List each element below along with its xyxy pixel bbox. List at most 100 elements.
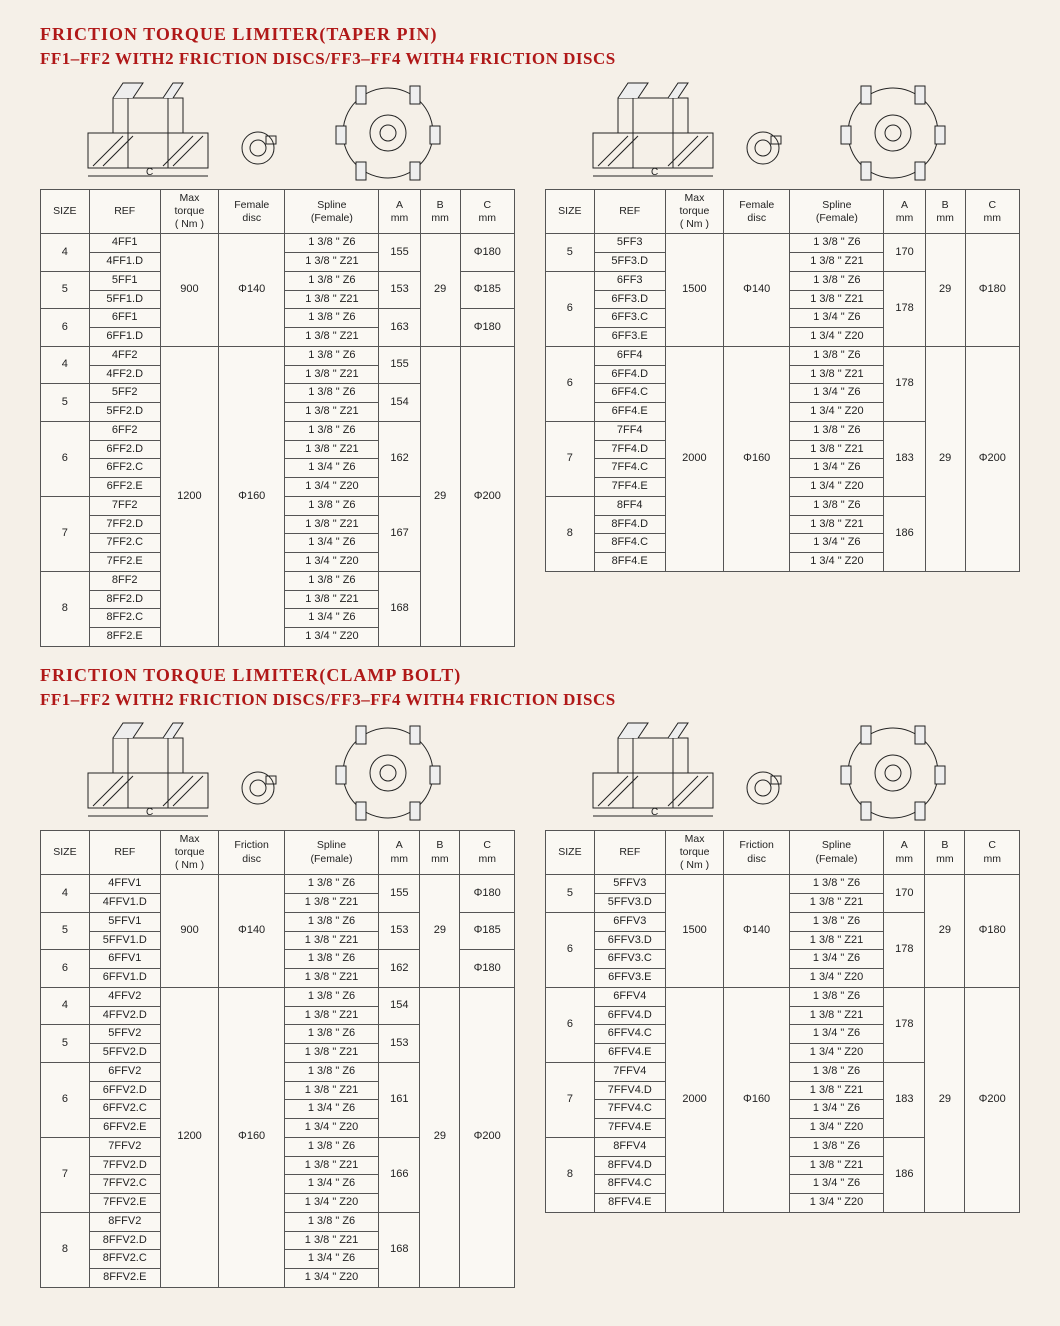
cell-size: 7: [546, 1062, 595, 1137]
col-header: Female disc: [219, 190, 285, 234]
cell-a: 162: [379, 950, 420, 988]
cell-c: Φ180: [460, 875, 515, 913]
section-1-title: FRICTION TORQUE LIMITER(TAPER PIN): [40, 24, 1020, 45]
cell-spline: 1 3/4 " Z20: [285, 628, 379, 647]
cell-ref: 8FFV4.D: [594, 1156, 665, 1175]
svg-text:C: C: [651, 807, 658, 818]
cell-spline: 1 3/8 " Z6: [284, 1062, 378, 1081]
cell-size: 6: [546, 987, 595, 1062]
cell-a: 163: [379, 309, 420, 347]
cell-ref: 5FF3: [594, 234, 665, 253]
cell-spline: 1 3/8 " Z21: [789, 894, 883, 913]
cell-spline: 1 3/4 " Z20: [790, 328, 884, 347]
cell-ref: 8FFV4.E: [594, 1194, 665, 1213]
mechanical-drawing-icon: C: [68, 718, 488, 823]
cell-spline: 1 3/8 " Z6: [790, 346, 884, 365]
cell-ref: 4FFV1.D: [89, 894, 160, 913]
cell-b: 29: [925, 987, 965, 1212]
cell-spline: 1 3/8 " Z21: [285, 253, 379, 272]
cell-ref: 5FFV1: [89, 912, 160, 931]
cell-ref: 6FFV1: [89, 950, 160, 969]
cell-size: 4: [41, 987, 90, 1025]
cell-size: 4: [41, 875, 90, 913]
cell-spline: 1 3/4 " Z6: [790, 384, 884, 403]
cell-disc: Φ160: [219, 987, 285, 1287]
cell-spline: 1 3/4 " Z20: [284, 1194, 378, 1213]
col-header: C mm: [460, 830, 515, 874]
cell-torque: 1500: [665, 234, 723, 347]
cell-spline: 1 3/8 " Z6: [789, 875, 883, 894]
cell-a: 161: [379, 1062, 420, 1137]
cell-spline: 1 3/8 " Z21: [285, 365, 379, 384]
col-header: SIZE: [41, 190, 90, 234]
cell-disc: Φ160: [724, 346, 790, 571]
cell-ref: 7FFV4.E: [594, 1119, 665, 1138]
cell-ref: 4FF2: [89, 346, 160, 365]
col-header: Max torque ( Nm ): [160, 830, 219, 874]
cell-a: 178: [884, 346, 925, 421]
cell-spline: 1 3/4 " Z20: [285, 553, 379, 572]
cell-spline: 1 3/8 " Z6: [285, 496, 379, 515]
cell-c: Φ180: [460, 234, 514, 272]
cell-spline: 1 3/8 " Z6: [284, 1025, 378, 1044]
cell-spline: 1 3/8 " Z21: [285, 515, 379, 534]
cell-spline: 1 3/4 " Z6: [789, 1175, 883, 1194]
cell-spline: 1 3/4 " Z20: [789, 1194, 883, 1213]
cell-spline: 1 3/8 " Z21: [285, 328, 379, 347]
col-header: A mm: [884, 190, 925, 234]
cell-ref: 7FF4.E: [594, 478, 665, 497]
cell-torque: 2000: [665, 987, 724, 1212]
cell-ref: 6FF2.E: [89, 478, 160, 497]
cell-ref: 6FF2.C: [89, 459, 160, 478]
cell-ref: 6FF4.E: [594, 403, 665, 422]
table-1-right: SIZEREFMax torque ( Nm )Female discSplin…: [545, 189, 1020, 572]
col-header: Spline (Female): [285, 190, 379, 234]
cell-ref: 4FFV1: [89, 875, 160, 894]
cell-b: 29: [925, 234, 965, 347]
cell-ref: 8FFV4: [594, 1137, 665, 1156]
cell-ref: 8FF2.D: [89, 590, 160, 609]
cell-spline: 1 3/8 " Z6: [285, 271, 379, 290]
cell-a: 186: [884, 496, 925, 571]
cell-ref: 5FF1: [89, 271, 160, 290]
cell-b: 29: [925, 875, 965, 988]
cell-spline: 1 3/8 " Z21: [284, 931, 378, 950]
cell-spline: 1 3/4 " Z6: [789, 1100, 883, 1119]
cell-a: 153: [379, 1025, 420, 1063]
col-header: REF: [594, 830, 665, 874]
cell-ref: 4FFV2: [89, 987, 160, 1006]
section-1-right: C SIZEREFMax torque ( Nm )Female discSpl…: [545, 75, 1020, 647]
cell-spline: 1 3/4 " Z6: [284, 1100, 378, 1119]
cell-ref: 6FFV2.C: [89, 1100, 160, 1119]
cell-ref: 8FF4.D: [594, 515, 665, 534]
cell-b: 29: [420, 875, 460, 988]
cell-ref: 7FF2: [89, 496, 160, 515]
col-header: C mm: [965, 830, 1020, 874]
cell-spline: 1 3/8 " Z6: [789, 987, 883, 1006]
cell-spline: 1 3/8 " Z6: [789, 912, 883, 931]
cell-spline: 1 3/8 " Z6: [284, 1137, 378, 1156]
cell-c: Φ200: [460, 346, 514, 646]
col-header: Spline (Female): [790, 190, 884, 234]
cell-spline: 1 3/8 " Z6: [790, 496, 884, 515]
cell-ref: 6FFV2: [89, 1062, 160, 1081]
cell-a: 155: [379, 875, 420, 913]
section-1-subtitle: FF1–FF2 WITH2 FRICTION DISCS/FF3–FF4 WIT…: [40, 49, 1020, 69]
cell-a: 154: [379, 987, 420, 1025]
cell-ref: 6FFV4.D: [594, 1006, 665, 1025]
cell-size: 7: [41, 1137, 90, 1212]
mechanical-drawing-icon: C: [573, 718, 993, 823]
section-1: FRICTION TORQUE LIMITER(TAPER PIN) FF1–F…: [40, 24, 1020, 647]
cell-a: 153: [379, 271, 420, 309]
cell-spline: 1 3/8 " Z6: [285, 346, 379, 365]
cell-a: 170: [884, 875, 925, 913]
cell-b: 29: [420, 346, 460, 646]
col-header: Max torque ( Nm ): [665, 830, 724, 874]
cell-spline: 1 3/8 " Z6: [284, 875, 378, 894]
cell-ref: 6FF4.D: [594, 365, 665, 384]
cell-ref: 4FF2.D: [89, 365, 160, 384]
cell-ref: 6FF3.C: [594, 309, 665, 328]
cell-size: 7: [546, 421, 595, 496]
cell-a: 186: [884, 1137, 925, 1212]
cell-torque: 1200: [160, 346, 218, 646]
